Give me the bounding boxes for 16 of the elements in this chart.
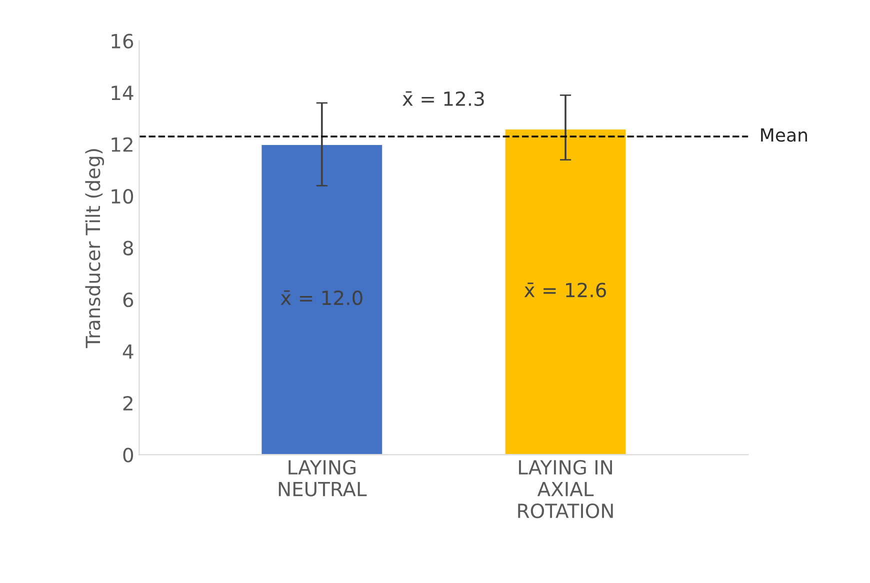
y-tick-label: 2 xyxy=(123,396,132,410)
data-label: x̄ = 12.0 xyxy=(280,290,362,306)
annotation: x̄ = 12.3 xyxy=(402,91,484,106)
y-tick-label: 6 xyxy=(123,292,134,308)
y-tick-label: 10 xyxy=(112,188,134,204)
y-tick-label: 8 xyxy=(123,240,134,256)
x-tick-label: LAYING NEUTRAL xyxy=(278,460,367,496)
y-tick-label: 16 xyxy=(112,34,134,48)
ref-line-label: Mean xyxy=(761,128,807,142)
y-tick-label: 12 xyxy=(112,137,132,152)
x-tick-label: LAYING IN AXIAL ROTATION xyxy=(518,460,613,518)
data-label: x̄ = 12.6 xyxy=(524,282,606,298)
y-axis-title: Transducer Tilt (deg) xyxy=(85,149,104,348)
y-tick-label: 14 xyxy=(112,86,134,100)
y-tick-label: 4 xyxy=(122,344,134,359)
y-tick-label: 0 xyxy=(123,448,134,462)
